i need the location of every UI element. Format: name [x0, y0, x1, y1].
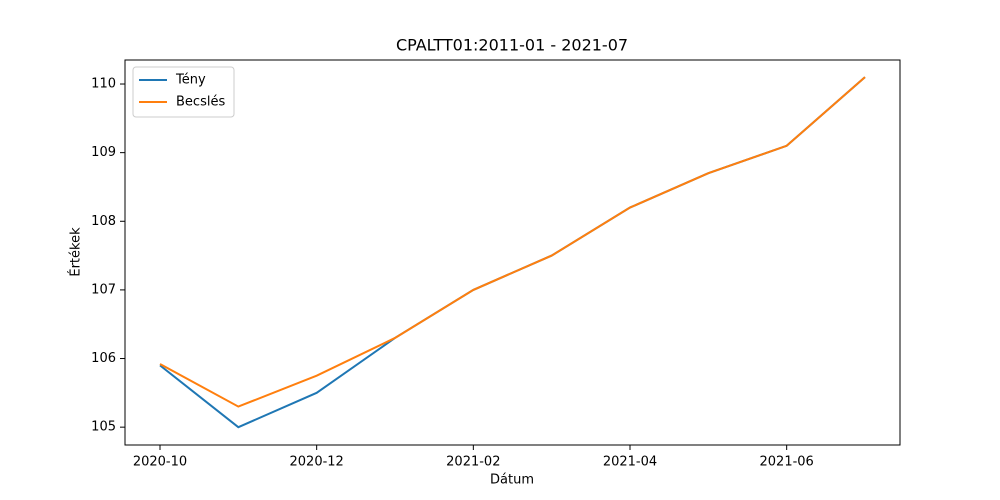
y-tick-label: 109	[91, 145, 116, 160]
legend-label: Tény	[175, 73, 206, 88]
y-tick-label: 108	[91, 214, 116, 229]
chart-title: CPALTT01:2011-01 - 2021-07	[396, 36, 628, 55]
y-tick-label: 110	[91, 77, 116, 92]
x-tick-label: 2020-12	[290, 455, 344, 470]
x-axis-label: Dátum	[490, 473, 534, 488]
series-line	[159, 76, 866, 408]
y-tick-label: 105	[91, 420, 116, 435]
y-tick-label: 107	[91, 282, 116, 297]
plot-frame	[124, 59, 901, 446]
x-tick-label: 2021-06	[760, 455, 814, 470]
x-tick-label: 2021-04	[603, 455, 657, 470]
y-tick-label: 106	[91, 351, 116, 366]
y-axis-label: Értékek	[68, 227, 84, 277]
series-line	[159, 76, 866, 429]
legend-label: Becslés	[176, 95, 225, 110]
x-tick-label: 2021-02	[446, 455, 500, 470]
x-tick-label: 2020-10	[133, 455, 187, 470]
